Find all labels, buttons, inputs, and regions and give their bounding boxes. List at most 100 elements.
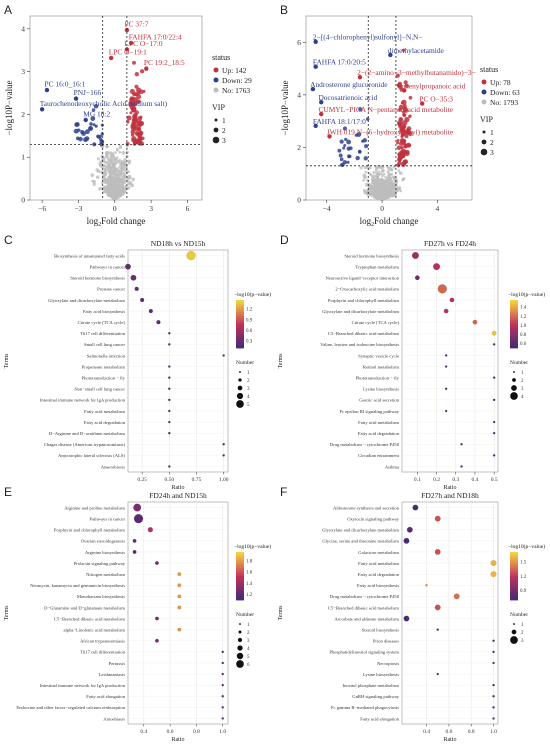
no-change-point <box>381 196 386 200</box>
term-dot <box>492 376 496 379</box>
legend-vip-label: 3 <box>222 136 226 145</box>
colorbar-step <box>236 596 244 599</box>
colorbar-step <box>236 338 244 341</box>
size-legend-label: 3 <box>521 639 524 644</box>
term-label: Nitrogen metabolism <box>86 572 125 577</box>
down-point <box>96 134 101 139</box>
size-legend-title: Number <box>510 360 528 366</box>
down-point <box>358 149 362 153</box>
term-dot <box>444 365 448 368</box>
term-dot <box>490 571 497 578</box>
labeled-point <box>313 123 318 129</box>
term-dot <box>177 583 182 588</box>
colorbar-step <box>236 570 244 573</box>
point-annotation: PC 16:0_16:1 <box>45 80 86 89</box>
up-point <box>138 139 143 143</box>
x-tick-label: 0.6 <box>445 729 452 735</box>
no-change-point <box>378 183 383 188</box>
term-label: Galactose metabolism <box>358 550 399 555</box>
legend-status-label: Down: 63 <box>490 88 520 97</box>
no-change-point <box>368 185 372 189</box>
colorbar-step <box>510 306 518 309</box>
size-legend-marker <box>239 371 241 373</box>
no-change-point <box>101 176 105 180</box>
up-point <box>138 131 143 136</box>
no-change-point <box>377 165 381 169</box>
size-legend-label: 4 <box>247 647 250 652</box>
no-change-point <box>104 166 109 170</box>
term-dot <box>222 442 225 446</box>
colorbar-tick-label: 0.6 <box>246 329 253 334</box>
down-point <box>364 144 369 149</box>
term-dot <box>492 454 496 457</box>
up-point <box>402 106 408 112</box>
term-label: Phototransduction − fly <box>82 375 126 380</box>
colorbar-step <box>236 564 244 567</box>
term-label: C5−Branched dibasic acid metabolism <box>328 331 400 336</box>
no-change-point <box>364 182 369 187</box>
no-change-point <box>363 165 367 170</box>
term-label: Glyoxylate and dicarboxylate metabolism <box>48 298 125 303</box>
down-point <box>89 122 93 126</box>
term-dot <box>147 527 153 533</box>
enrichment-title: FD27h vs FD24h <box>424 239 476 248</box>
legend-status-marker <box>481 99 487 105</box>
term-label: GnRH signaling pathway <box>352 694 399 699</box>
no-change-point <box>381 186 385 189</box>
colorbar-step <box>236 312 244 315</box>
no-change-point <box>109 194 114 198</box>
term-label: Biosynthesis of unsaturated fatty acids <box>54 253 125 258</box>
colorbar-step <box>236 586 244 589</box>
term-label: Fatty acid elongation <box>86 694 125 699</box>
y-axis-label: Terms <box>278 605 284 621</box>
no-change-point <box>118 174 122 178</box>
term-dot <box>492 343 496 346</box>
colorbar-step <box>510 560 518 563</box>
colorbar-step <box>236 316 244 319</box>
no-change-point <box>118 170 122 174</box>
no-change-point <box>125 145 129 148</box>
term-dot <box>425 584 428 587</box>
no-change-point <box>362 188 367 193</box>
x-tick-label: 0.4 <box>472 477 479 483</box>
term-dot <box>492 706 495 709</box>
colorbar-step <box>510 310 518 313</box>
term-label: Gastric acid secretion <box>359 398 399 403</box>
term-dot <box>221 706 224 709</box>
x-tick-label: 0.3 <box>452 477 459 483</box>
colorbar-step <box>236 556 244 559</box>
term-label: Chagas disease (American trypanosomiasis… <box>44 442 126 447</box>
up-point <box>399 118 403 122</box>
no-change-point <box>372 174 376 178</box>
labeled-point <box>327 134 332 139</box>
colorbar-step <box>510 576 518 579</box>
colorbar-step <box>236 318 244 321</box>
size-legend-label: 4 <box>247 395 250 400</box>
point-annotation: phenylpropanoic acid <box>401 81 465 90</box>
colorbar-tick-label: 0.3 <box>246 340 253 345</box>
no-change-point <box>366 192 370 196</box>
colorbar-step <box>236 336 244 339</box>
term-label: Non−small cell lung cancer <box>74 387 125 392</box>
y-axis-label: Terms <box>4 605 10 621</box>
enrichment-plot-e: FD24h and ND15h Arginine and proline meta… <box>4 491 271 743</box>
colorbar-step <box>510 340 518 343</box>
term-label: Propanoate metabolism <box>82 364 126 369</box>
colorbar-step <box>236 572 244 575</box>
term-dot <box>433 263 441 271</box>
colorbar-tick-label: 1.4 <box>246 582 253 587</box>
term-dot <box>492 398 496 402</box>
size-legend-label: 3 <box>521 387 524 392</box>
term-dot <box>412 504 419 511</box>
panel-letter-b: B <box>280 3 288 17</box>
no-change-point <box>111 182 115 187</box>
size-legend-label: 2 <box>521 631 524 636</box>
colorbar-step <box>510 344 518 347</box>
term-dot <box>168 343 171 346</box>
term-label: Fatty acid degradation <box>358 572 400 577</box>
down-point <box>365 117 370 121</box>
no-change-point <box>122 191 126 195</box>
term-dot <box>492 683 495 687</box>
x-tick-label: 0.4 <box>140 729 147 735</box>
term-dot <box>444 387 448 390</box>
